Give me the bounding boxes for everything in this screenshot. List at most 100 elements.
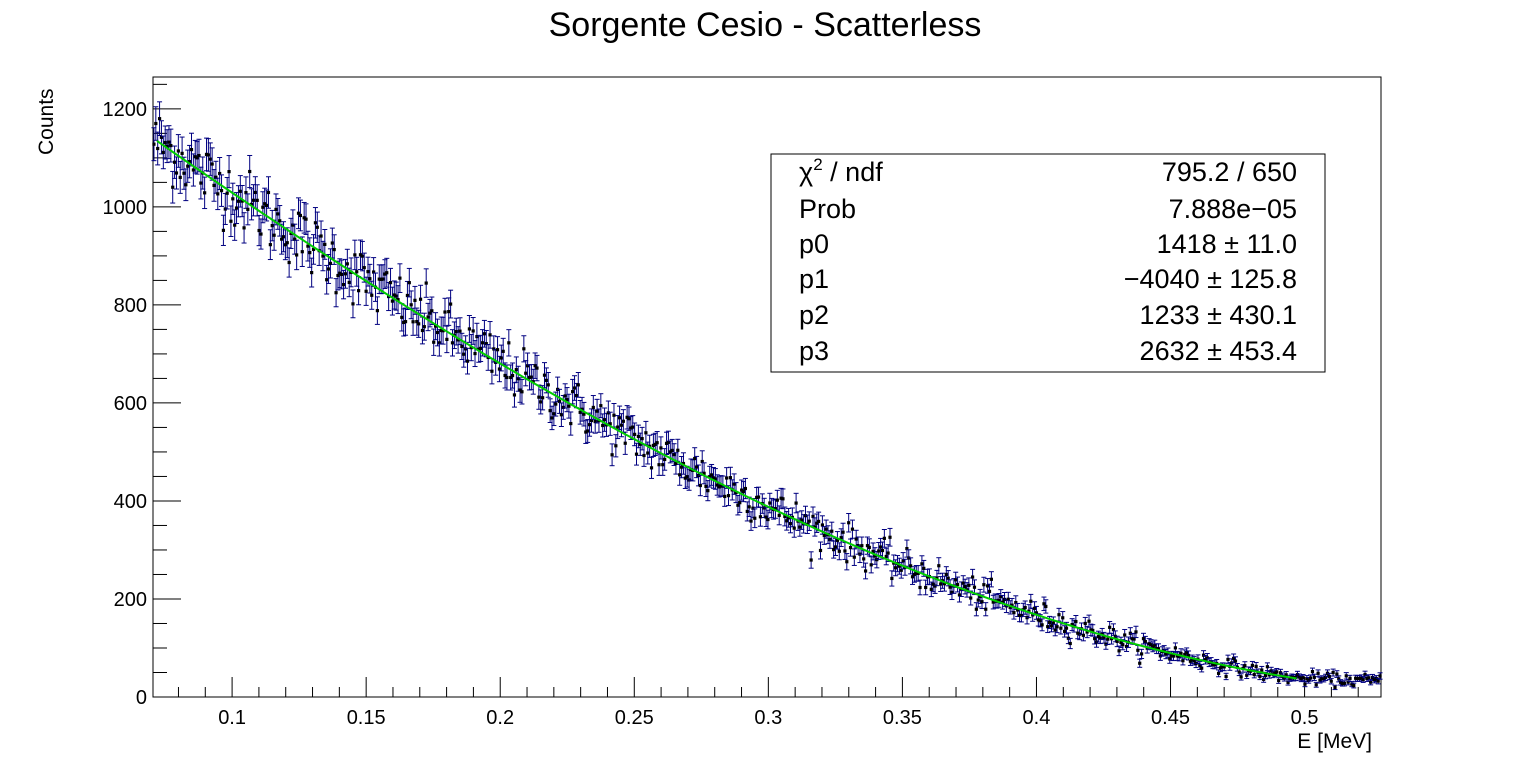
data-point (1369, 680, 1373, 684)
data-point (1220, 665, 1224, 669)
data-point (546, 383, 550, 387)
data-point (783, 514, 787, 519)
data-point (430, 309, 434, 313)
data-point (377, 277, 381, 281)
data-point (702, 471, 706, 475)
data-point (1342, 681, 1346, 685)
data-point (747, 505, 751, 509)
data-point (1320, 677, 1324, 681)
data-point (458, 329, 462, 333)
data-point (561, 405, 565, 410)
data-point (234, 206, 239, 210)
data-point (199, 181, 203, 185)
data-point (302, 216, 306, 220)
x-axis-ticks (177, 677, 1359, 697)
data-point (263, 202, 267, 206)
data-point (1063, 629, 1067, 633)
data-point (1233, 659, 1238, 663)
data-point (678, 473, 682, 477)
data-point (803, 514, 808, 518)
data-point (922, 566, 926, 570)
data-point (449, 302, 453, 306)
data-point (1192, 659, 1196, 663)
data-point (1093, 637, 1097, 641)
data-point (1061, 616, 1065, 620)
data-point (443, 310, 447, 314)
data-point (865, 544, 870, 548)
data-point (1344, 674, 1348, 678)
data-point (525, 364, 530, 368)
data-point (649, 466, 654, 470)
data-point (807, 519, 811, 523)
x-tick-label: 0.25 (615, 707, 654, 729)
data-point (768, 501, 772, 505)
data-point (728, 476, 732, 480)
data-point (268, 243, 272, 247)
data-point (195, 156, 199, 160)
stats-chi-sep: / (823, 157, 846, 187)
data-point (732, 482, 736, 486)
data-point (986, 584, 990, 588)
data-point (745, 509, 749, 514)
data-point (460, 344, 464, 349)
data-point (955, 582, 960, 587)
data-point (989, 577, 993, 581)
data-point (462, 352, 466, 356)
data-point (479, 346, 483, 350)
data-point (1331, 670, 1335, 675)
data-point (824, 527, 828, 531)
data-point (1111, 627, 1116, 632)
data-point (969, 596, 973, 600)
data-point (261, 205, 265, 209)
data-point (270, 224, 274, 228)
data-point (766, 517, 770, 522)
data-point (157, 117, 162, 121)
data-point (424, 281, 428, 285)
data-point (1151, 645, 1155, 649)
data-point (189, 147, 194, 152)
data-point (1016, 608, 1020, 612)
data-point (1265, 665, 1270, 669)
data-point (828, 537, 832, 542)
data-point (623, 441, 627, 445)
data-point (1008, 605, 1012, 609)
data-point (946, 576, 950, 580)
x-tick-label: 0.1 (218, 707, 246, 729)
data-point (216, 192, 220, 196)
data-point (1081, 633, 1085, 637)
data-point (599, 404, 603, 408)
data-point (655, 441, 659, 445)
data-point (1363, 672, 1367, 677)
data-point (567, 404, 571, 408)
data-point (939, 582, 943, 586)
data-point (634, 452, 639, 456)
data-point (172, 160, 177, 164)
stats-chi2-label: χ2 / ndf (799, 155, 883, 187)
data-point (924, 585, 928, 590)
data-point (426, 315, 430, 319)
data-point (1153, 643, 1157, 647)
data-point (409, 303, 413, 307)
data-point (659, 446, 663, 450)
data-point (208, 157, 212, 161)
data-point (533, 364, 537, 368)
data-point (777, 513, 781, 517)
data-point (467, 327, 471, 331)
data-point (413, 298, 417, 302)
data-point (236, 199, 241, 203)
data-point (319, 234, 323, 238)
data-point (869, 563, 873, 567)
data-point (608, 422, 612, 426)
data-point (674, 461, 678, 465)
data-point (396, 298, 400, 302)
x-tick-label: 0.2 (486, 707, 514, 729)
data-point (473, 351, 477, 356)
chart-title: Sorgente Cesio - Scatterless (549, 6, 982, 44)
data-point (1085, 630, 1089, 634)
data-point (1038, 619, 1042, 623)
data-point (1068, 641, 1072, 646)
data-point (863, 569, 868, 573)
data-point (454, 329, 458, 334)
data-point (541, 396, 545, 400)
